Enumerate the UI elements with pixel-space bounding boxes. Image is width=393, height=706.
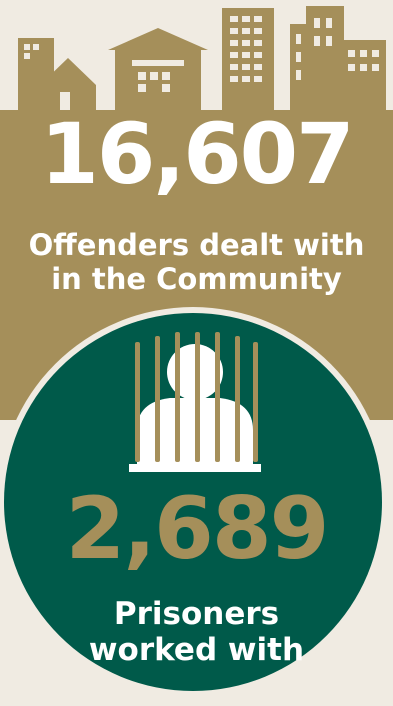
prisoners-label-line2: worked with	[88, 632, 305, 668]
community-label-line2: in the Community	[51, 262, 342, 296]
community-label-line1: Offenders dealt with	[28, 228, 365, 262]
community-offenders-label: Offenders dealt with in the Community	[0, 228, 393, 296]
prisoners-label: Prisoners worked with	[0, 596, 393, 668]
prisoner-behind-bars-icon	[129, 332, 261, 472]
prisoners-label-line1: Prisoners	[113, 596, 280, 632]
community-offenders-count: 16,607	[40, 105, 354, 203]
prisoners-count: 2,689	[65, 479, 329, 579]
